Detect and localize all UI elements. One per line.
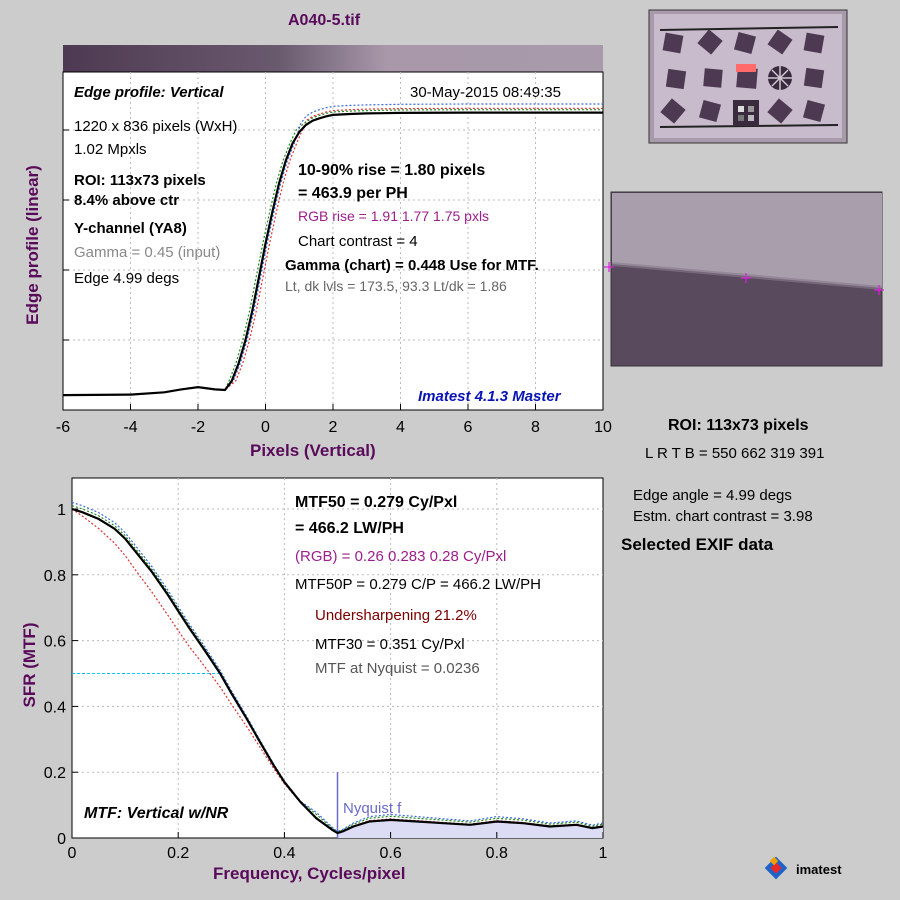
mtf-xtick-label: 1 bbox=[599, 845, 608, 862]
mtf50p: MTF50P = 0.279 C/P = 466.2 LW/PH bbox=[295, 576, 541, 593]
roi-size: ROI: 113x73 pixels bbox=[74, 172, 206, 189]
side-exif: Selected EXIF data bbox=[621, 535, 774, 554]
edge-curve-y bbox=[62, 111, 603, 397]
edge-xtick-label: 10 bbox=[594, 419, 612, 436]
mtf-ytick-label: 1 bbox=[57, 502, 66, 519]
edge-xtick-label: 8 bbox=[531, 419, 540, 436]
rise-pixels: 10-90% rise = 1.80 pixels bbox=[298, 162, 486, 179]
edge-grid bbox=[63, 72, 603, 410]
mtf50-rgb: (RGB) = 0.26 0.283 0.28 Cy/Pxl bbox=[295, 548, 507, 565]
mtf-curve-y bbox=[71, 507, 604, 835]
edge-xlabel: Pixels (Vertical) bbox=[250, 441, 376, 460]
mtf-xtick-label: 0.8 bbox=[486, 845, 508, 862]
imatest-logo-icon bbox=[764, 856, 788, 880]
mtf-ylabel: SFR (MTF) bbox=[20, 622, 39, 708]
nyquist-label: Nyquist f bbox=[343, 800, 402, 817]
gamma-input: Gamma = 0.45 (input) bbox=[74, 244, 221, 261]
mtf-xtick-label: 0.6 bbox=[379, 845, 401, 862]
edge-title: Edge profile: Vertical bbox=[74, 84, 224, 101]
rise-per-ph: = 463.9 per PH bbox=[298, 185, 408, 202]
edge-xtick-label: 2 bbox=[329, 419, 338, 436]
edge-curve-green bbox=[62, 109, 603, 396]
megapixels: 1.02 Mpxls bbox=[74, 141, 147, 158]
mtf-curve-blue bbox=[71, 501, 604, 833]
side-edge-angle: Edge angle = 4.99 degs bbox=[633, 487, 792, 504]
mtf-ytick-label: 0.8 bbox=[44, 568, 66, 585]
edge-xtick-label: -4 bbox=[123, 419, 137, 436]
roi-position: 8.4% above ctr bbox=[74, 192, 180, 209]
mtf-ytick-label: 0.6 bbox=[44, 634, 66, 651]
mtf-ytick-label: 0 bbox=[57, 831, 66, 848]
roi-crop-image bbox=[604, 191, 884, 367]
logo-text: imatest bbox=[796, 862, 842, 877]
edge-xtick-label: 0 bbox=[261, 419, 270, 436]
edge-xtick-label: 4 bbox=[396, 419, 405, 436]
side-lrtb: L R T B = 550 662 319 391 bbox=[645, 445, 825, 462]
side-roi: ROI: 113x73 pixels bbox=[668, 417, 809, 434]
edge-ticks: -6 -4 -2 0 2 4 6 8 10 bbox=[56, 129, 612, 436]
side-chart-contrast: Estm. chart contrast = 3.98 bbox=[633, 508, 813, 525]
mtf50-lwph: = 466.2 LW/PH bbox=[295, 520, 404, 537]
beyond-nyquist-area bbox=[337, 819, 603, 838]
mtf-ytick-label: 0.2 bbox=[44, 765, 66, 782]
channel: Y-channel (YA8) bbox=[74, 220, 187, 237]
mtf-xtick-label: 0.2 bbox=[167, 845, 189, 862]
mtf-xtick-label: 0 bbox=[68, 845, 77, 862]
edge-xtick-label: -6 bbox=[56, 419, 70, 436]
mtf-ticks: 0 0.2 0.4 0.6 0.8 1 0 0.2 0.4 0.6 0.8 1 bbox=[44, 502, 608, 862]
edge-angle: Edge 4.99 degs bbox=[74, 270, 180, 287]
undersharpening: Undersharpening 21.2% bbox=[315, 607, 477, 624]
image-size: 1220 x 836 pixels (WxH) bbox=[74, 118, 238, 135]
version-label: Imatest 4.1.3 Master bbox=[418, 388, 561, 405]
edge-intensity-strip bbox=[63, 45, 603, 72]
mtf-title: MTF: Vertical w/NR bbox=[84, 805, 229, 822]
mtf50: MTF50 = 0.279 Cy/Pxl bbox=[295, 494, 458, 511]
mtf-xlabel: Frequency, Cycles/pixel bbox=[213, 864, 406, 883]
window-title: A040-5.tif bbox=[288, 12, 361, 29]
mtf-at-nyquist: MTF at Nyquist = 0.0236 bbox=[315, 660, 480, 677]
chart-contrast: Chart contrast = 4 bbox=[298, 233, 418, 250]
edge-xtick-label: 6 bbox=[464, 419, 473, 436]
mtf-curves bbox=[71, 501, 604, 838]
mtf30: MTF30 = 0.351 Cy/Pxl bbox=[315, 636, 465, 653]
gamma-chart: Gamma (chart) = 0.448 Use for MTF. bbox=[285, 257, 539, 274]
edge-curves bbox=[62, 103, 603, 397]
edge-xtick-label: -2 bbox=[191, 419, 205, 436]
levels: Lt, dk lvls = 173.5, 93.3 Lt/dk = 1.86 bbox=[285, 278, 507, 294]
mtf-xtick-label: 0.4 bbox=[273, 845, 295, 862]
mtf-ytick-label: 0.4 bbox=[44, 699, 66, 716]
rgb-rise: RGB rise = 1.91 1.77 1.75 pxls bbox=[298, 208, 490, 224]
chart-thumbnail bbox=[648, 9, 848, 144]
edge-ylabel: Edge profile (linear) bbox=[23, 165, 42, 325]
timestamp: 30-May-2015 08:49:35 bbox=[410, 84, 561, 101]
